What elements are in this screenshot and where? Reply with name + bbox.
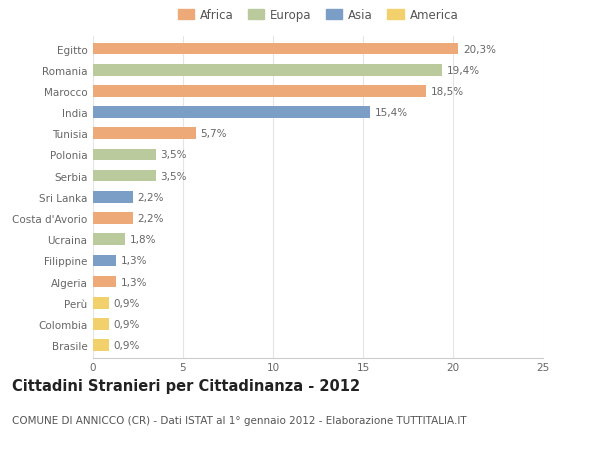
Bar [93, 107, 370, 118]
Text: 0,9%: 0,9% [114, 319, 140, 329]
Bar [93, 276, 116, 288]
Legend: Africa, Europa, Asia, America: Africa, Europa, Asia, America [175, 7, 461, 24]
Bar [93, 86, 426, 97]
Bar [93, 297, 109, 309]
Text: 5,7%: 5,7% [200, 129, 227, 139]
Text: 20,3%: 20,3% [463, 45, 496, 55]
Text: 1,3%: 1,3% [121, 277, 148, 287]
Bar [93, 44, 458, 55]
Bar [93, 128, 196, 140]
Bar [93, 255, 116, 267]
Text: 1,8%: 1,8% [130, 235, 157, 245]
Text: 15,4%: 15,4% [374, 108, 408, 118]
Text: 0,9%: 0,9% [114, 340, 140, 350]
Bar [93, 213, 133, 224]
Text: 3,5%: 3,5% [161, 171, 187, 181]
Text: 0,9%: 0,9% [114, 298, 140, 308]
Text: Cittadini Stranieri per Cittadinanza - 2012: Cittadini Stranieri per Cittadinanza - 2… [12, 379, 360, 394]
Bar [93, 319, 109, 330]
Text: 3,5%: 3,5% [161, 150, 187, 160]
Bar [93, 340, 109, 351]
Bar [93, 149, 156, 161]
Text: COMUNE DI ANNICCO (CR) - Dati ISTAT al 1° gennaio 2012 - Elaborazione TUTTITALIA: COMUNE DI ANNICCO (CR) - Dati ISTAT al 1… [12, 415, 467, 425]
Text: 2,2%: 2,2% [137, 213, 164, 224]
Bar [93, 234, 125, 246]
Text: 2,2%: 2,2% [137, 192, 164, 202]
Text: 19,4%: 19,4% [446, 66, 480, 76]
Bar [93, 191, 133, 203]
Text: 1,3%: 1,3% [121, 256, 148, 266]
Bar [93, 65, 442, 76]
Bar [93, 170, 156, 182]
Text: 18,5%: 18,5% [431, 87, 464, 97]
